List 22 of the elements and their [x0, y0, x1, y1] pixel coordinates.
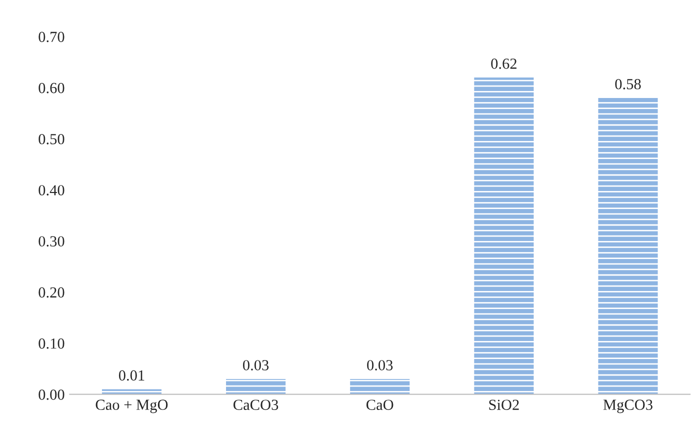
x-tick-label: SiO2: [489, 400, 519, 410]
data-label: 0.03: [367, 360, 393, 370]
bar: [350, 379, 410, 394]
x-tick-label: CaCO3: [234, 400, 278, 410]
y-tick-label: 0.10: [38, 338, 64, 349]
y-tick-label: 0.50: [38, 134, 64, 144]
data-label: 0.62: [491, 58, 516, 69]
y-tick-label: 0.00: [38, 390, 64, 400]
y-tick-label: 0.40: [38, 185, 64, 196]
y-tick-label: 0.70: [38, 32, 64, 42]
bar: [598, 98, 658, 394]
x-tick-label: CaO: [366, 400, 394, 410]
bar: [226, 379, 286, 394]
x-tick-label: Cao + MgO: [96, 400, 168, 414]
y-tick-label: 0.20: [38, 287, 64, 298]
data-label: 0.03: [243, 360, 269, 370]
data-label: 0.58: [615, 78, 641, 90]
x-tick-label: MgCO3: [603, 400, 652, 414]
y-tick-label: 0.60: [38, 82, 64, 94]
bar: [474, 78, 534, 394]
y-tick-label: 0.30: [38, 236, 64, 247]
data-label: 0.01: [118, 370, 144, 381]
